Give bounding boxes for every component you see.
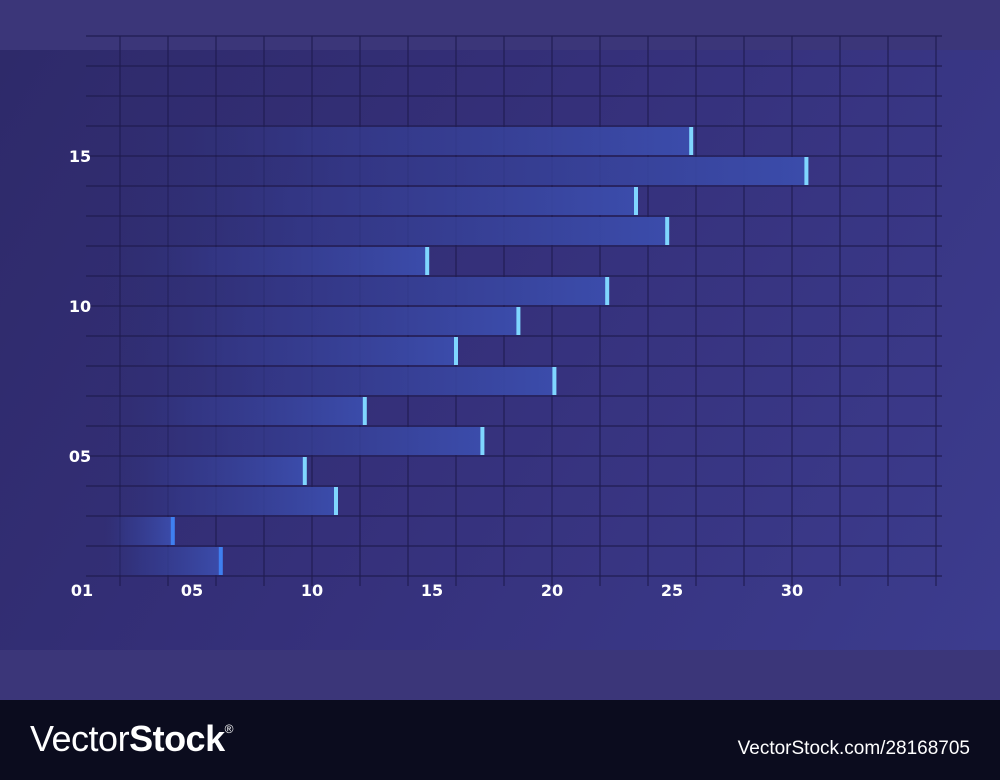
- brand-mark: ®: [224, 722, 234, 736]
- bar: [100, 277, 608, 305]
- brand-logo: VectorStock®: [30, 718, 233, 760]
- bar-value-marker: [804, 157, 809, 185]
- bar: [100, 337, 456, 365]
- bar: [100, 487, 336, 515]
- bar-value-marker: [605, 277, 610, 305]
- bar-value-marker: [454, 337, 458, 365]
- bar: [100, 187, 636, 215]
- bar: [100, 547, 221, 575]
- axes: [66, 56, 942, 606]
- bar-value-marker: [480, 427, 485, 455]
- x-tick-label: 10: [301, 581, 323, 600]
- bar: [100, 517, 173, 545]
- bar: [100, 247, 428, 275]
- footer-bar: [0, 700, 1000, 780]
- y-tick-label: 15: [69, 147, 91, 166]
- bar-value-marker: [552, 367, 557, 395]
- bar-value-marker: [170, 517, 175, 545]
- image-credit: VectorStock.com/28168705: [737, 738, 970, 759]
- bar: [100, 127, 692, 155]
- bar: [100, 457, 305, 485]
- bar: [100, 427, 483, 455]
- x-tick-label: 15: [421, 581, 443, 600]
- bar-value-marker: [665, 217, 670, 245]
- bar-value-marker: [362, 397, 367, 425]
- brand-bold: Stock: [129, 718, 225, 759]
- bar-value-marker: [218, 547, 223, 575]
- bar-value-marker: [634, 187, 638, 215]
- bar: [100, 397, 365, 425]
- bar: [100, 157, 807, 185]
- x-tick-label: 01: [71, 581, 93, 600]
- x-tick-label: 30: [781, 581, 803, 600]
- bar-value-marker: [334, 487, 338, 515]
- x-tick-label: 05: [181, 581, 203, 600]
- x-tick-label: 20: [541, 581, 563, 600]
- tick-labels: 01 05 10 15 20 25 30 05 10 15: [69, 147, 803, 600]
- bar-value-marker: [425, 247, 430, 275]
- bar: [100, 307, 519, 335]
- bars: [100, 127, 809, 575]
- brand-light: Vector: [30, 718, 130, 759]
- bar: [100, 367, 555, 395]
- bar-value-marker: [302, 457, 307, 485]
- y-tick-label: 10: [69, 297, 91, 316]
- bar-value-marker: [689, 127, 694, 155]
- x-tick-label: 25: [661, 581, 683, 600]
- bar-value-marker: [516, 307, 521, 335]
- bar: [100, 217, 668, 245]
- y-tick-label: 05: [69, 447, 91, 466]
